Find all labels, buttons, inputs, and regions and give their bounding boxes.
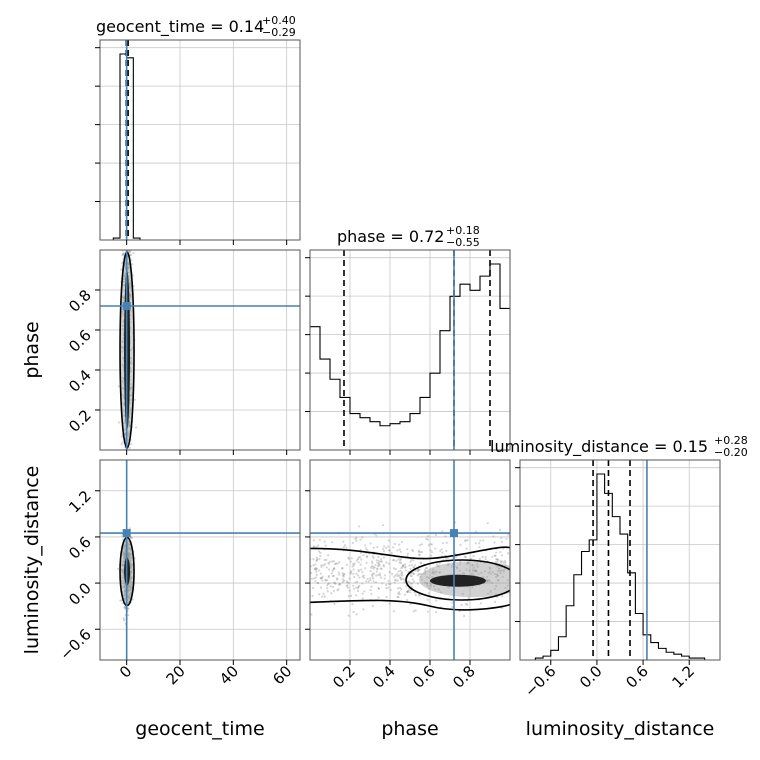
title-luminosity-distance-plus: +0.28 xyxy=(714,434,748,447)
scatter-phase-luminosity_distance xyxy=(310,521,510,618)
panel-luminosity_distance-luminosity_distance xyxy=(519,459,721,661)
panel-phase-phase xyxy=(309,249,511,451)
injection-marker-geocent_time-luminosity_distance xyxy=(122,529,131,538)
injection-marker-phase-luminosity_distance xyxy=(450,529,458,538)
hist-1d-phase xyxy=(310,263,510,427)
panel-geocent_time-phase xyxy=(99,249,301,451)
title-luminosity-distance: luminosity_distance = 0.15 xyxy=(490,437,708,457)
title-geocent-time: geocent_time = 0.14 xyxy=(96,17,264,37)
title-luminosity-distance-minus: −0.20 xyxy=(714,446,748,459)
contour-inner-phase-luminosity_distance xyxy=(405,559,510,601)
injection-marker-geocent_time-phase xyxy=(122,302,131,310)
density-core-phase-luminosity_distance xyxy=(430,574,486,587)
ylabel-phase: phase xyxy=(21,321,43,378)
title-phase-plus: +0.18 xyxy=(446,224,480,237)
contour-upper-phase-luminosity_distance xyxy=(310,546,510,560)
hist-1d-luminosity_distance xyxy=(520,473,720,661)
panel-geocent_time-luminosity_distance xyxy=(99,459,301,661)
xlabel-luminosity-distance: luminosity_distance xyxy=(526,718,715,740)
title-geocent-time-minus: −0.29 xyxy=(262,26,296,39)
xlabel-geocent-time: geocent_time xyxy=(135,718,264,740)
ylabel-luminosity-distance: luminosity_distance xyxy=(21,466,43,655)
title-geocent-time-plus: +0.40 xyxy=(262,14,296,27)
contour-lower-phase-luminosity_distance xyxy=(310,599,510,611)
title-phase-minus: −0.55 xyxy=(446,236,480,249)
panel-geocent_time-geocent_time xyxy=(99,39,301,241)
title-phase: phase = 0.72 xyxy=(337,227,444,246)
panel-phase-luminosity_distance xyxy=(309,459,511,661)
xlabel-phase: phase xyxy=(381,718,438,740)
